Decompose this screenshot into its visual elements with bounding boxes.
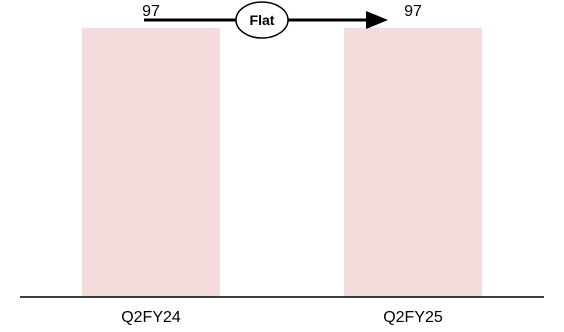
bar-q2fy24	[82, 27, 220, 297]
bar-q2fy25	[344, 27, 482, 297]
tick-label-q2fy24: Q2FY24	[121, 309, 181, 326]
bars-layer	[82, 27, 482, 297]
trend-annotation: Flat	[144, 1, 388, 39]
trend-label: Flat	[250, 12, 275, 28]
tick-label-q2fy25: Q2FY25	[383, 309, 443, 326]
trend-badge	[235, 1, 289, 39]
labels-layer: 97 Q2FY24 97 Q2FY25	[121, 3, 443, 326]
value-label-q2fy24: 97	[142, 3, 160, 20]
trend-arrow-head-icon	[366, 11, 388, 29]
value-label-q2fy25: 97	[404, 3, 422, 20]
